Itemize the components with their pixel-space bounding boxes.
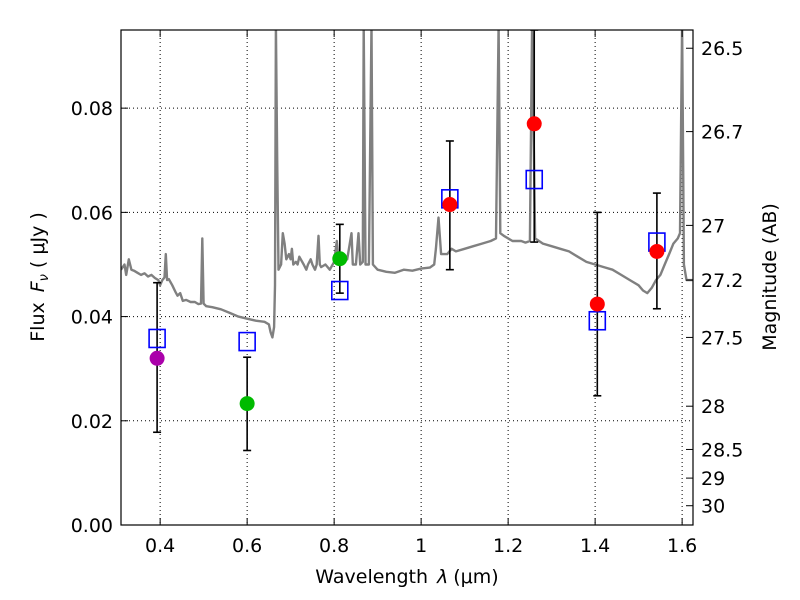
y2-tick-label: 27.2 bbox=[701, 270, 743, 292]
axis-ticks: 0.4 0.6 0.8 1 1.2 1.4 1.6 0.00 0.02 0.04 0.06 0.08 2… bbox=[71, 30, 743, 557]
y2-tick-label: 27 bbox=[701, 215, 725, 237]
y2-axis-title: Magnitude (AB) bbox=[759, 203, 781, 351]
observed-point bbox=[149, 350, 165, 366]
y-axis-title-main: Flux bbox=[27, 302, 49, 342]
y-tick-label: 0.08 bbox=[71, 98, 113, 120]
y2-tick-label: 28.5 bbox=[701, 439, 743, 461]
x-axis-title-symbol: λ bbox=[436, 566, 448, 588]
model-square bbox=[238, 331, 256, 352]
y-tick-label: 0.00 bbox=[71, 515, 113, 537]
model-square bbox=[330, 280, 349, 301]
y2-tick-label: 30 bbox=[701, 496, 725, 518]
grid-lines bbox=[121, 30, 693, 525]
y-tick-label: 0.04 bbox=[71, 307, 113, 329]
x-tick-label: 1.4 bbox=[580, 535, 610, 557]
plot-frame bbox=[120, 29, 694, 526]
x-axis-title: Wavelength λ (μm) bbox=[315, 566, 498, 588]
y2-tick-label: 28 bbox=[701, 396, 725, 418]
model-square bbox=[148, 328, 166, 349]
x-axis-title-main: Wavelength bbox=[315, 566, 428, 588]
y2-tick-label: 27.5 bbox=[701, 327, 743, 349]
y-axis-title-symbol: F bbox=[27, 280, 49, 292]
y2-tick-label: 26.5 bbox=[701, 38, 743, 60]
y-tick-label: 0.06 bbox=[71, 202, 113, 224]
y-axis-title: Flux Fν ( μJy ) bbox=[27, 212, 52, 342]
spectrum-layer bbox=[121, 30, 693, 339]
y2-tick-label: 29 bbox=[701, 468, 725, 490]
observed-point bbox=[649, 243, 665, 259]
y-tick-label: 0.02 bbox=[71, 411, 113, 433]
x-tick-label: 0.6 bbox=[232, 535, 262, 557]
model-photometry-points bbox=[148, 169, 666, 352]
observed-point bbox=[239, 396, 255, 412]
x-tick-label: 0.8 bbox=[319, 535, 349, 557]
observed-point bbox=[589, 296, 605, 312]
observed-point bbox=[332, 251, 348, 267]
model-square bbox=[588, 310, 607, 331]
y-axis-title-subscript: ν bbox=[37, 274, 52, 281]
x-tick-label: 1.2 bbox=[493, 535, 523, 557]
x-tick-label: 1 bbox=[415, 535, 427, 557]
x-axis-title-unit: (μm) bbox=[453, 566, 498, 588]
observed-point bbox=[442, 197, 458, 213]
x-tick-label: 0.4 bbox=[145, 535, 175, 557]
observed-photometry-points bbox=[149, 116, 665, 412]
model-square bbox=[525, 169, 544, 190]
y-axis-title-unit: ( μJy ) bbox=[27, 212, 49, 268]
model-spectrum-line bbox=[121, 30, 693, 339]
y2-tick-label: 26.7 bbox=[701, 122, 743, 144]
error-bars bbox=[153, 30, 661, 452]
x-tick-label: 1.6 bbox=[667, 535, 697, 557]
observed-point bbox=[526, 116, 542, 132]
